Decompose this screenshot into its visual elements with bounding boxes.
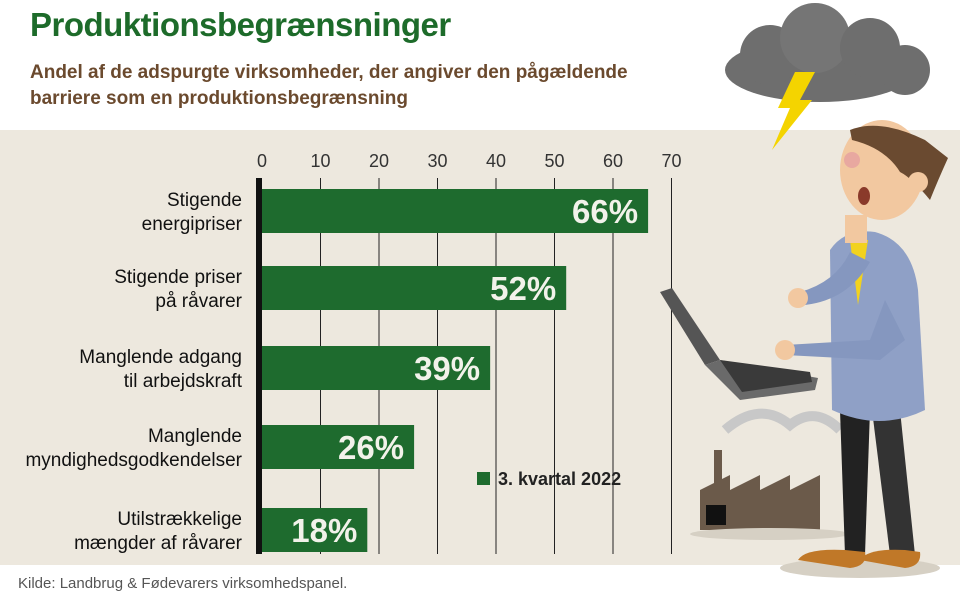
legend-swatch [477, 472, 490, 485]
y-axis-line [256, 178, 262, 554]
legend: 3. kvartal 2022 [477, 469, 621, 489]
category-label: energipriser [142, 214, 243, 235]
category-label: Utilstrækkelige [117, 509, 242, 530]
bars [262, 189, 649, 552]
storm-cloud-icon [725, 3, 930, 102]
data-label: 66% [572, 193, 638, 230]
chart-subtitle: Andel af de adspurgte virksomheder, der … [30, 62, 628, 109]
data-label: 39% [414, 350, 480, 387]
data-label: 26% [338, 429, 404, 466]
legend-label: 3. kvartal 2022 [498, 469, 621, 489]
illustration [660, 3, 948, 578]
category-label: myndighedsgodkendelser [25, 450, 242, 471]
businessman-icon [775, 120, 948, 578]
lightning-icon [772, 72, 815, 150]
source-note: Kilde: Landbrug & Fødevarers virksomheds… [18, 575, 348, 592]
category-label: på råvarer [155, 291, 242, 312]
data-label: 18% [291, 512, 357, 549]
bar [262, 346, 491, 390]
category-label: til arbejdskraft [124, 371, 243, 392]
data-label: 52% [490, 270, 556, 307]
category-labels: Stigende energipriser Stigende priser på rå… [25, 190, 242, 554]
laptop-icon [660, 288, 818, 400]
x-tick-label: 0 [257, 151, 267, 171]
bar [262, 425, 415, 469]
x-tick-label: 30 [427, 151, 447, 171]
bar [262, 266, 567, 310]
x-tick-label: 10 [310, 151, 330, 171]
data-labels: 66% 52% 39% 26% 18% [291, 193, 638, 549]
x-tick-label: 20 [369, 151, 389, 171]
category-label: mængder af råvarer [74, 533, 243, 554]
category-label: Manglende [148, 426, 242, 447]
category-label: Stigende [167, 190, 242, 211]
x-tick-label: 50 [544, 151, 564, 171]
factory-icon [690, 408, 850, 540]
chart-title: Produktionsbegrænsninger [30, 6, 451, 43]
category-label: Manglende adgang [79, 347, 242, 368]
x-tick-label: 70 [661, 151, 681, 171]
category-label: Stigende priser [114, 267, 242, 288]
bar [262, 508, 368, 552]
x-tick-label: 60 [603, 151, 623, 171]
x-tick-labels: 0 10 20 30 40 50 60 70 [257, 151, 682, 171]
bar [262, 189, 649, 233]
x-tick-label: 40 [486, 151, 506, 171]
